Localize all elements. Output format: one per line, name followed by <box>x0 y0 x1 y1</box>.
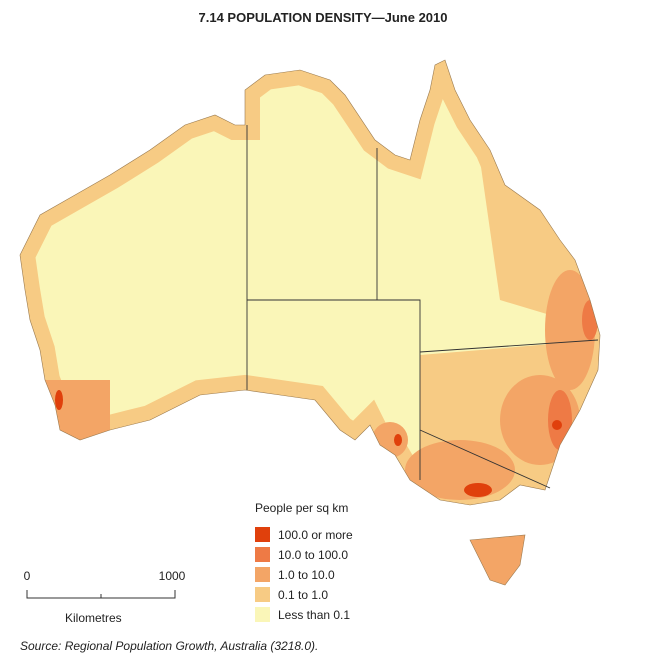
legend-swatch <box>255 607 270 622</box>
map-title: 7.14 POPULATION DENSITY—June 2010 <box>199 10 448 25</box>
scale-start: 0 <box>24 569 31 583</box>
legend-label: 1.0 to 10.0 <box>278 568 335 582</box>
legend-label: Less than 0.1 <box>278 608 350 622</box>
legend-swatch <box>255 587 270 602</box>
scale-unit: Kilometres <box>65 611 122 625</box>
scale-end: 1000 <box>159 569 186 583</box>
legend-swatch <box>255 567 270 582</box>
legend-swatch <box>255 547 270 562</box>
scale-bar: 0 1000 Kilometres <box>24 569 186 625</box>
legend-title: People per sq km <box>255 501 348 515</box>
legend-label: 100.0 or more <box>278 528 353 542</box>
source-note: Source: Regional Population Growth, Aust… <box>20 639 318 653</box>
legend: 100.0 or more 10.0 to 100.0 1.0 to 10.0 0.1… <box>255 527 353 622</box>
legend-swatch <box>255 527 270 542</box>
legend-label: 10.0 to 100.0 <box>278 548 348 562</box>
legend-label: 0.1 to 1.0 <box>278 588 328 602</box>
